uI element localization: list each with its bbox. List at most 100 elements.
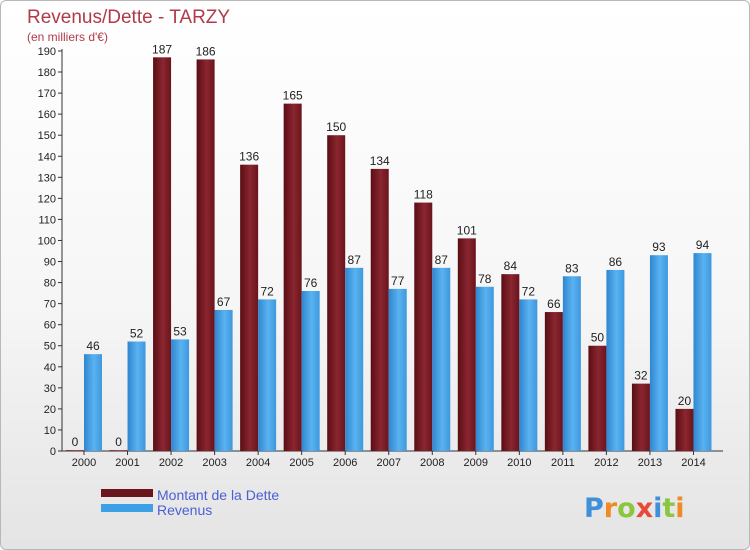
x-tick-label: 2009 — [464, 457, 488, 469]
value-label-dette: 50 — [591, 331, 605, 345]
x-tick-label: 2012 — [594, 457, 618, 469]
legend: Montant de la Dette Revenus — [101, 487, 279, 518]
value-label-dette: 0 — [72, 435, 79, 449]
proxiti-logo: Proxiti — [584, 493, 685, 524]
value-label-revenus: 76 — [304, 276, 318, 290]
x-tick-label: 2007 — [376, 457, 400, 469]
bar-dette — [414, 202, 433, 451]
value-label-revenus: 94 — [696, 238, 710, 252]
logo-letter: o — [617, 493, 636, 524]
value-label-dette: 20 — [678, 394, 692, 408]
value-label-dette: 186 — [196, 44, 216, 58]
value-label-dette: 0 — [115, 435, 122, 449]
bar-dette — [457, 238, 476, 451]
bar-revenus — [475, 286, 494, 451]
bar-dette — [153, 57, 172, 451]
x-tick-label: 2005 — [289, 457, 313, 469]
x-tick-label: 2002 — [159, 457, 183, 469]
y-tick-label: 190 — [38, 46, 56, 58]
chart-subtitle: (en milliers d'€) — [27, 30, 108, 44]
x-tick-label: 2011 — [551, 457, 575, 469]
value-label-revenus: 83 — [565, 261, 579, 275]
value-label-dette: 101 — [457, 223, 477, 237]
value-label-revenus: 52 — [130, 327, 144, 341]
bar-revenus — [127, 341, 146, 451]
bar-revenus — [693, 253, 712, 451]
value-label-revenus: 93 — [652, 240, 666, 254]
bar-dette — [675, 408, 694, 451]
value-label-revenus: 72 — [522, 284, 536, 298]
bar-dette — [544, 312, 563, 451]
y-tick-label: 60 — [44, 320, 56, 332]
value-label-revenus: 67 — [217, 295, 231, 309]
bar-revenus — [258, 299, 277, 451]
bar-dette — [631, 383, 650, 451]
y-tick-label: 150 — [38, 130, 56, 142]
x-tick-label: 2013 — [638, 457, 662, 469]
x-tick-label: 2006 — [333, 457, 357, 469]
y-tick-label: 100 — [38, 235, 56, 247]
y-tick-label: 80 — [44, 278, 56, 290]
y-tick-label: 20 — [44, 404, 56, 416]
bar-revenus — [562, 276, 581, 451]
value-label-revenus: 87 — [435, 253, 449, 267]
bar-revenus — [301, 291, 320, 451]
y-tick-label: 90 — [44, 257, 56, 269]
bar-dette — [66, 450, 84, 451]
logo-letter: i — [653, 493, 662, 524]
value-labels: 0 46 0 52 187 53 186 67 136 72 165 76 150 87 134 77 118 8… — [72, 42, 710, 449]
y-tick-label: 170 — [38, 88, 56, 100]
bar-revenus — [214, 309, 233, 451]
bar-dette — [283, 103, 302, 451]
y-tick-label: 120 — [38, 193, 56, 205]
value-label-dette: 66 — [547, 297, 561, 311]
y-tick-label: 30 — [44, 383, 56, 395]
x-tick-label: 2004 — [246, 457, 270, 469]
x-tick-label: 2010 — [507, 457, 531, 469]
value-label-dette: 187 — [152, 42, 172, 56]
bar-dette — [196, 59, 215, 451]
value-label-revenus: 78 — [478, 272, 492, 286]
y-tick-label: 130 — [38, 172, 56, 184]
legend-swatch-revenus — [101, 504, 153, 512]
value-label-revenus: 72 — [260, 284, 274, 298]
y-tick-label: 110 — [38, 214, 56, 226]
bar-dette — [588, 345, 607, 451]
y-tick-label: 180 — [38, 67, 56, 79]
legend-swatch-dette — [101, 489, 153, 497]
value-label-revenus: 46 — [86, 339, 100, 353]
value-label-dette: 118 — [414, 188, 433, 202]
axes: 0 10 20 30 40 50 60 70 80 90 100 110 120 130 140 150 160… — [38, 46, 723, 469]
logo-letter: P — [584, 493, 604, 524]
bar-dette — [501, 274, 520, 451]
y-tick-label: 140 — [38, 151, 56, 163]
logo-letter: i — [675, 493, 684, 524]
bar-dette — [240, 164, 259, 451]
bar-dette — [327, 135, 346, 452]
value-label-dette: 150 — [326, 120, 346, 134]
bar-dette — [370, 168, 389, 452]
chart-title: Revenus/Dette - TARZY — [27, 7, 230, 28]
value-label-revenus: 86 — [609, 255, 623, 269]
bar-revenus — [171, 339, 190, 451]
value-label-revenus: 87 — [348, 253, 362, 267]
y-tick-label: 50 — [44, 341, 56, 353]
logo-letter: x — [636, 493, 653, 524]
logo-letter: t — [662, 493, 675, 524]
value-label-revenus: 53 — [173, 324, 187, 338]
bar-dette — [109, 450, 128, 451]
bar-revenus — [432, 267, 451, 451]
bar-revenus — [388, 288, 407, 451]
x-tick-label: 2008 — [420, 457, 444, 469]
y-tick-label: 10 — [44, 425, 56, 437]
legend-label-dette: Montant de la Dette — [157, 487, 279, 503]
y-tick-label: 160 — [38, 109, 56, 121]
y-tick-label: 0 — [50, 446, 56, 458]
value-label-dette: 136 — [239, 150, 259, 164]
bar-revenus — [84, 354, 102, 451]
bar-revenus — [606, 269, 625, 451]
value-label-revenus: 77 — [391, 274, 405, 288]
bar-revenus — [519, 299, 538, 451]
x-tick-label: 2003 — [202, 457, 226, 469]
